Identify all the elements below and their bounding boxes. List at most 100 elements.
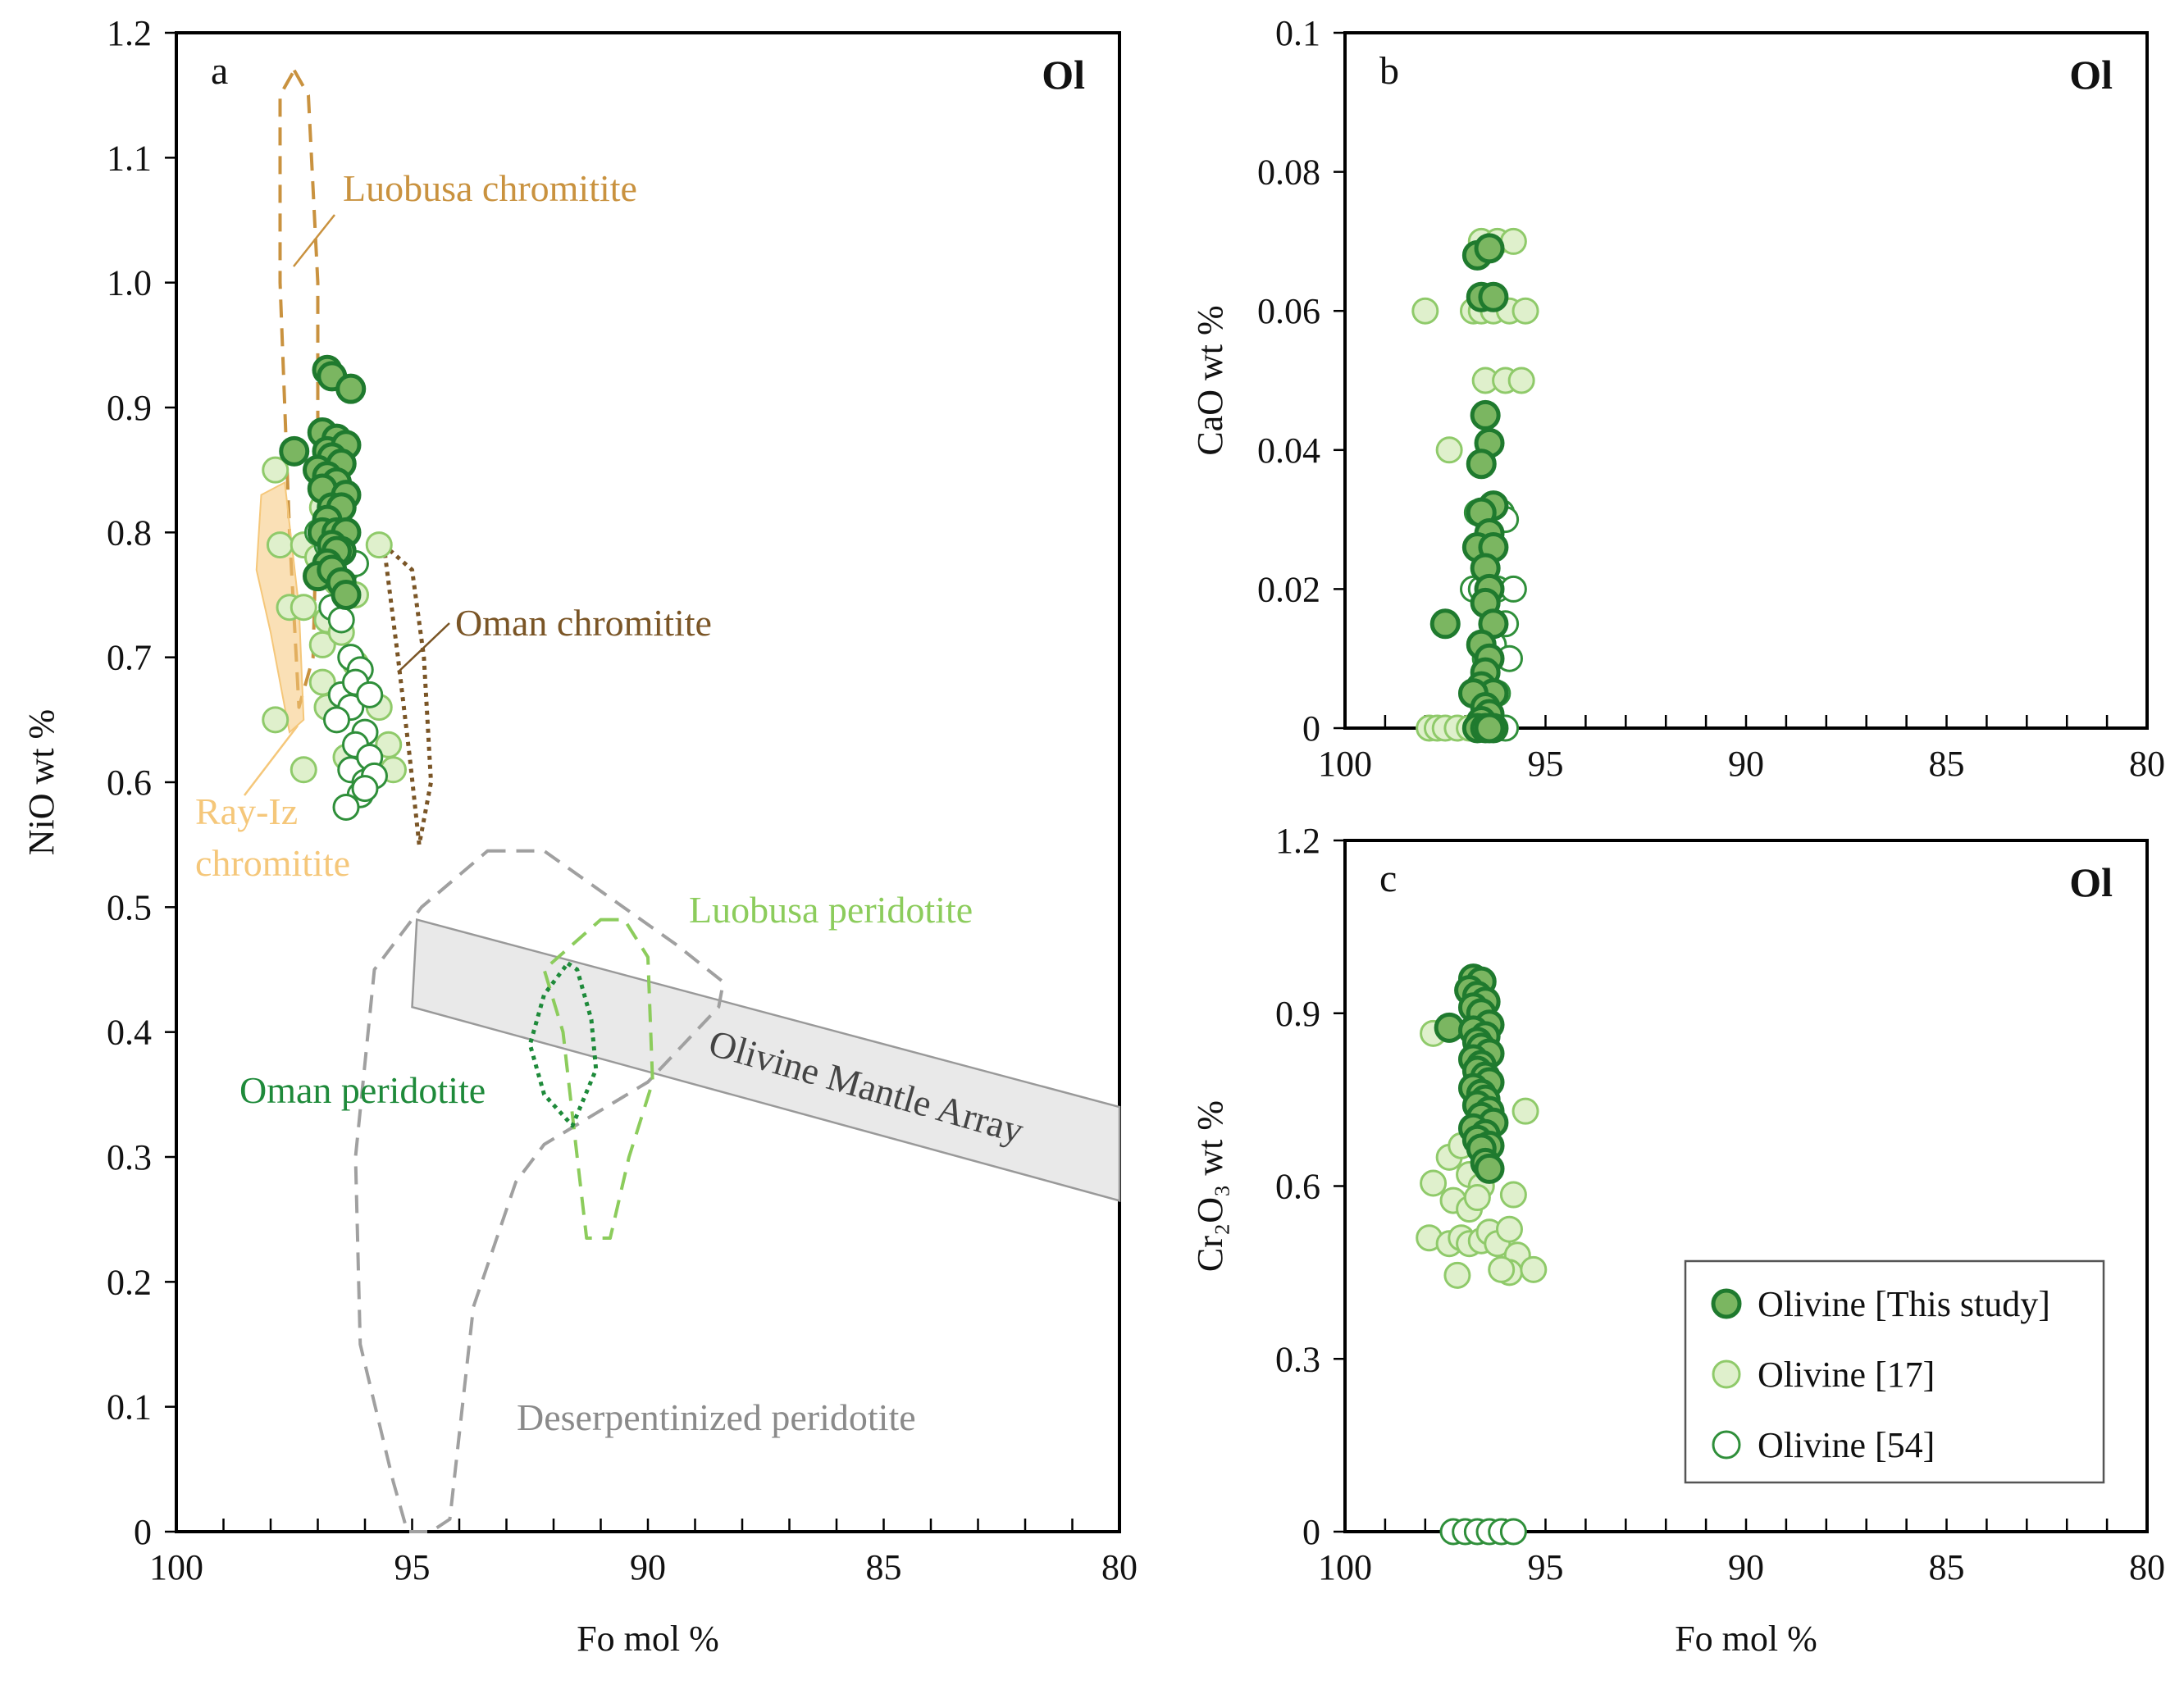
- olivine-17-point: [308, 668, 336, 696]
- y-tick-label: 0.7: [107, 638, 152, 678]
- y-tick-label: 0.02: [1257, 569, 1320, 609]
- x-tick-label: 100: [1318, 744, 1372, 784]
- olivine-this-study-point: [1474, 233, 1505, 264]
- y-tick-label: 0.08: [1257, 153, 1320, 193]
- oman-chromitite-leader-line: [397, 622, 450, 673]
- luobusa-chromitite-label: Luobusa chromitite: [343, 167, 637, 209]
- panel-label: c: [1379, 857, 1397, 900]
- panel-c-cr2o3-chart: 100 95 90 85 80 0 0.3 0.6 0.9 1.2 Fo mol % Cr₂O₃ wt…: [1190, 821, 2165, 1659]
- y-tick-label: 1.1: [107, 138, 152, 178]
- x-tick-label: 90: [630, 1547, 666, 1587]
- y-tick-label: 0.04: [1257, 430, 1320, 471]
- y-tick-label: 1.2: [1275, 821, 1320, 861]
- panel-label: a: [211, 49, 228, 93]
- y-tick-label: 0.6: [107, 763, 152, 803]
- x-axis-label: Fo mol %: [577, 1619, 719, 1659]
- plot-frame: [175, 31, 1121, 1533]
- y-tick-label: 1.0: [107, 263, 152, 303]
- olivine-17-point: [290, 756, 317, 784]
- legend-entry-label: Olivine [54]: [1758, 1425, 1935, 1465]
- oman-chromitite-field: [381, 543, 433, 847]
- luobusa-chromitite-leader-line: [293, 214, 335, 267]
- y-tick-label: 0.6: [1275, 1167, 1320, 1207]
- y-tick-label: 0.9: [1275, 994, 1320, 1034]
- x-tick-label: 100: [149, 1547, 203, 1587]
- olivine-17-point: [262, 456, 290, 484]
- x-tick-label: 90: [1728, 744, 1764, 784]
- olivine-17-point: [290, 594, 317, 622]
- olivine-54-point: [1499, 1518, 1527, 1546]
- olivine-17-point: [1511, 1097, 1539, 1125]
- olivine-17-point: [262, 706, 290, 734]
- y-tick-label: 0.8: [107, 512, 152, 553]
- olivine-mantle-array-band: [411, 918, 1121, 1202]
- olivine-17-point: [1435, 436, 1463, 464]
- y-tick-label: 1.2: [107, 13, 152, 53]
- oman-peridotite-label: Oman peridotite: [239, 1069, 486, 1111]
- x-tick-label: 95: [394, 1547, 431, 1587]
- olivine-this-study-point: [1474, 713, 1505, 744]
- olivine-17-point: [365, 531, 393, 559]
- deserpentinized-peridotite-field: [353, 849, 725, 1533]
- olivine-17-point: [1411, 297, 1439, 325]
- x-tick-label: 90: [1728, 1547, 1764, 1587]
- mineral-label: Ol: [2069, 52, 2113, 98]
- olivine-this-study-point: [1470, 399, 1501, 430]
- olivine-this-study-point: [1429, 608, 1461, 640]
- y-tick-label: 0.1: [1275, 13, 1320, 53]
- y-tick-label: 0: [1302, 708, 1320, 749]
- olivine-17-point: [1420, 1169, 1448, 1197]
- olivine-17-point: [1499, 227, 1527, 255]
- olivine-17-point: [1499, 1181, 1527, 1209]
- luobusa-peridotite-label: Luobusa peridotite: [689, 889, 973, 931]
- panel-label: b: [1379, 49, 1399, 93]
- x-tick-label: 85: [1929, 1547, 1965, 1587]
- panel-b-cao-chart: 100 95 90 85 80 0 0.02 0.04 0.06 0.08 0.1 CaO wt % b…: [1190, 13, 2165, 784]
- y-tick-label: 0: [134, 1512, 152, 1552]
- y-tick-label: 0: [1302, 1512, 1320, 1552]
- oman-chromitite-label: Oman chromitite: [455, 602, 712, 644]
- olivine-17-point: [1488, 1255, 1516, 1283]
- y-tick-label: 0.2: [107, 1262, 152, 1302]
- olivine-17-point: [1507, 367, 1535, 394]
- ray-iz-chromitite-label: Ray-Iz chromitite: [195, 790, 350, 884]
- y-tick-label: 0.3: [107, 1137, 152, 1177]
- olivine-54-point: [351, 775, 379, 803]
- y-axis-label: Cr₂O₃ wt %: [1190, 1100, 1230, 1272]
- y-tick-label: 0.9: [107, 388, 152, 428]
- x-tick-label: 80: [2129, 744, 2165, 784]
- olivine-54-point: [323, 706, 350, 734]
- olivine-17-point: [1495, 1215, 1523, 1243]
- x-tick-label: 80: [1101, 1547, 1138, 1587]
- mineral-label: Ol: [1042, 52, 1085, 98]
- plot-frame: [1343, 31, 2149, 730]
- y-tick-label: 0.3: [1275, 1339, 1320, 1379]
- olivine-17-point: [1443, 1261, 1471, 1289]
- olivine-17-point: [308, 631, 336, 658]
- olivine-54-point: [356, 681, 384, 708]
- x-tick-label: 85: [1929, 744, 1965, 784]
- olivine-17-point: [1463, 1184, 1491, 1212]
- ray-iz-chromitite-leader-line: [244, 725, 299, 796]
- luobusa-peridotite-field: [542, 918, 654, 1241]
- x-tick-label: 100: [1318, 1547, 1372, 1587]
- y-axis-label: NiO wt %: [21, 709, 62, 855]
- y-axis-label: CaO wt %: [1190, 305, 1230, 455]
- olivine-this-study-point: [335, 373, 367, 404]
- x-axis-label: Fo mol %: [1675, 1619, 1817, 1659]
- olivine-17-point: [1520, 1255, 1548, 1283]
- legend: Olivine [This study] Olivine [17] Olivine …: [1684, 1259, 2105, 1484]
- y-tick-label: 0.06: [1257, 291, 1320, 331]
- legend-entry-label: Olivine [17]: [1758, 1355, 1935, 1395]
- legend-entry-label: Olivine [This study]: [1758, 1284, 2050, 1324]
- olivine-54-point: [327, 606, 355, 634]
- y-tick-label: 0.4: [107, 1013, 152, 1053]
- olivine-17-point: [375, 731, 403, 758]
- legend-marker: [1711, 1288, 1742, 1319]
- olivine-this-study-point: [331, 580, 362, 610]
- x-tick-label: 80: [2129, 1547, 2165, 1587]
- luobusa-chromitite-field: [278, 68, 320, 709]
- x-tick-label: 95: [1528, 744, 1564, 784]
- olivine-this-study-point: [279, 435, 310, 467]
